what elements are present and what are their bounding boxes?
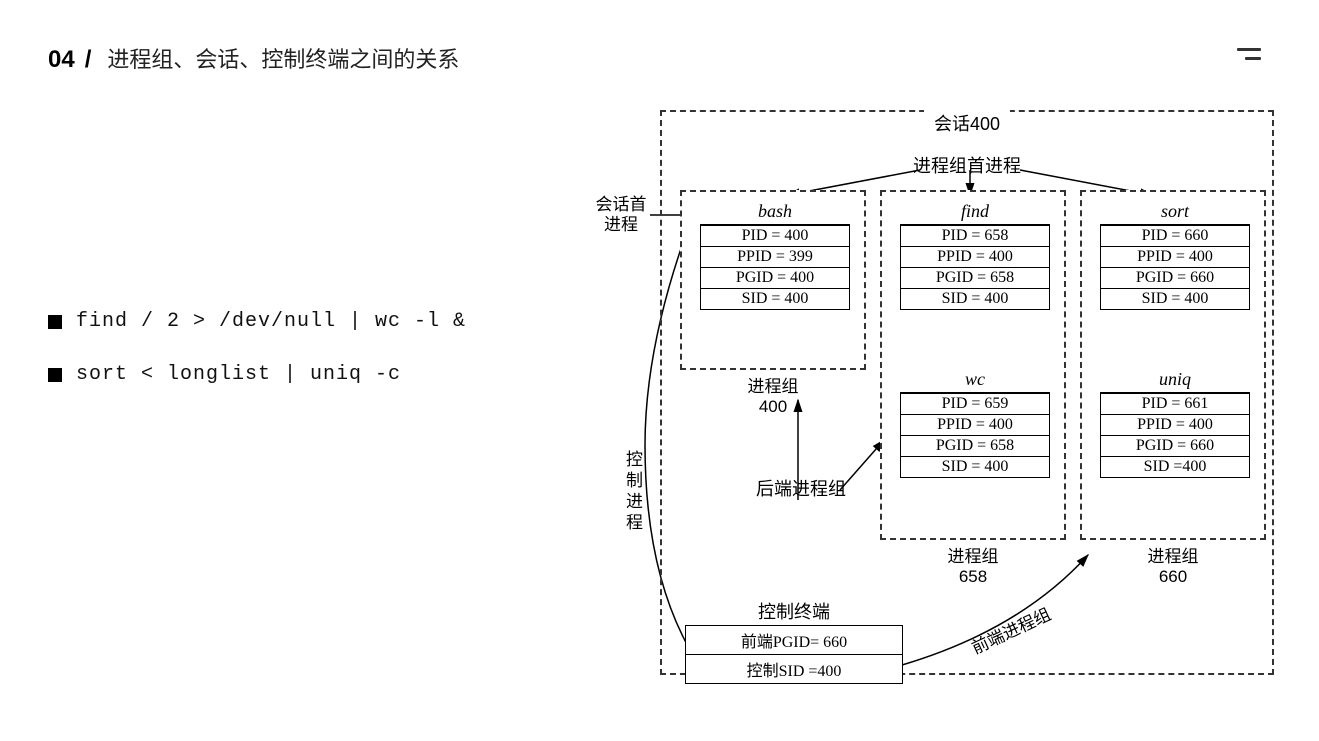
- proc-row: PGID = 660: [1101, 435, 1249, 456]
- process-diagram: 会话首进程 控制进程 会话400 进程组首进程 bash PID = 400 P…: [590, 95, 1290, 735]
- controlling-terminal: 控制终端 前端PGID= 660 控制SID =400: [685, 625, 903, 684]
- session-leader-label: 会话首进程: [586, 195, 656, 235]
- process-sort: sort PID = 660 PPID = 400 PGID = 660 SID…: [1100, 224, 1250, 310]
- proc-row: PPID = 400: [1101, 246, 1249, 267]
- pg-caption: 进程组 658: [882, 542, 1064, 587]
- back-pg-label: 后端进程组: [756, 475, 846, 501]
- slide-title: 进程组、会话、控制终端之间的关系: [107, 42, 459, 74]
- command-line-2: sort < longlist | uniq -c: [48, 363, 466, 386]
- process-group-658: find PID = 658 PPID = 400 PGID = 658 SID…: [880, 190, 1066, 540]
- process-find: find PID = 658 PPID = 400 PGID = 658 SID…: [900, 224, 1050, 310]
- proc-row: SID = 400: [901, 288, 1049, 309]
- ctrl-term-title: 控制终端: [686, 598, 902, 624]
- leader-label: 进程组首进程: [913, 152, 1021, 178]
- process-name: uniq: [1101, 369, 1249, 390]
- proc-row: PGID = 400: [701, 267, 849, 288]
- ctrl-term-row: 控制SID =400: [686, 654, 902, 683]
- ctrl-term-row: 前端PGID= 660: [686, 626, 902, 654]
- process-name: wc: [901, 369, 1049, 390]
- proc-row: PGID = 658: [901, 435, 1049, 456]
- slash: /: [85, 46, 92, 74]
- pg-caption: 进程组 660: [1082, 542, 1264, 587]
- bullet-icon: [48, 315, 62, 329]
- section-number: 04: [48, 46, 75, 74]
- proc-row: PID = 400: [701, 225, 849, 246]
- proc-row: PPID = 400: [1101, 414, 1249, 435]
- pg-caption: 进程组 400: [682, 372, 864, 417]
- command-text: find / 2 > /dev/null | wc -l &: [76, 310, 466, 333]
- proc-row: PID = 661: [1101, 393, 1249, 414]
- command-text: sort < longlist | uniq -c: [76, 363, 401, 386]
- proc-row: SID = 400: [901, 456, 1049, 477]
- proc-row: PGID = 658: [901, 267, 1049, 288]
- proc-row: PPID = 400: [901, 246, 1049, 267]
- process-uniq: uniq PID = 661 PPID = 400 PGID = 660 SID…: [1100, 392, 1250, 478]
- process-group-660: sort PID = 660 PPID = 400 PGID = 660 SID…: [1080, 190, 1266, 540]
- proc-row: PID = 659: [901, 393, 1049, 414]
- command-line-1: find / 2 > /dev/null | wc -l &: [48, 310, 466, 333]
- proc-row: PID = 660: [1101, 225, 1249, 246]
- menu-icon[interactable]: [1237, 48, 1263, 62]
- slide-header: 04 / 进程组、会话、控制终端之间的关系: [48, 42, 459, 74]
- proc-row: SID = 400: [701, 288, 849, 309]
- proc-row: SID =400: [1101, 456, 1249, 477]
- bullet-icon: [48, 368, 62, 382]
- proc-row: SID = 400: [1101, 288, 1249, 309]
- control-process-label: 控制进程: [620, 450, 645, 534]
- process-name: find: [901, 201, 1049, 222]
- proc-row: PGID = 660: [1101, 267, 1249, 288]
- process-wc: wc PID = 659 PPID = 400 PGID = 658 SID =…: [900, 392, 1050, 478]
- process-name: sort: [1101, 201, 1249, 222]
- process-group-400: bash PID = 400 PPID = 399 PGID = 400 SID…: [680, 190, 866, 370]
- proc-row: PPID = 400: [901, 414, 1049, 435]
- proc-row: PID = 658: [901, 225, 1049, 246]
- process-name: bash: [701, 201, 849, 222]
- session-label: 会话400: [924, 110, 1010, 136]
- command-list: find / 2 > /dev/null | wc -l & sort < lo…: [48, 310, 466, 416]
- proc-row: PPID = 399: [701, 246, 849, 267]
- process-bash: bash PID = 400 PPID = 399 PGID = 400 SID…: [700, 224, 850, 310]
